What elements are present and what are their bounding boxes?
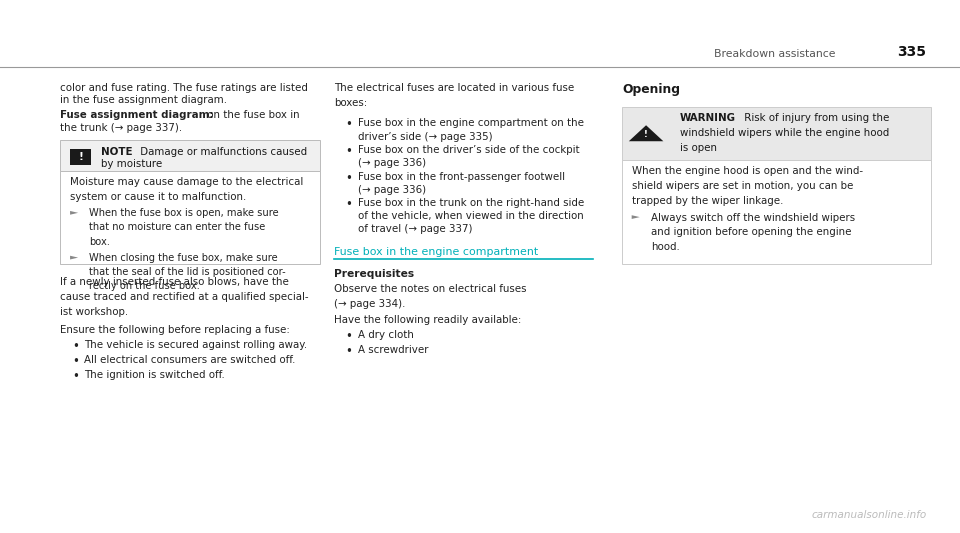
- Text: Prerequisites: Prerequisites: [334, 269, 414, 279]
- Text: box.: box.: [89, 237, 110, 247]
- Text: Observe the notes on electrical fuses: Observe the notes on electrical fuses: [334, 284, 527, 294]
- Text: 335: 335: [898, 45, 926, 59]
- Text: Fuse assignment diagram:: Fuse assignment diagram:: [60, 110, 214, 120]
- Text: windshield wipers while the engine hood: windshield wipers while the engine hood: [680, 128, 889, 138]
- Text: •: •: [346, 118, 352, 132]
- Text: (→ page 336): (→ page 336): [358, 158, 426, 168]
- Text: •: •: [346, 345, 352, 358]
- Text: that the seal of the lid is positioned cor-: that the seal of the lid is positioned c…: [89, 267, 286, 277]
- Text: Risk of injury from using the: Risk of injury from using the: [741, 113, 890, 123]
- Text: driver’s side (→ page 335): driver’s side (→ page 335): [358, 132, 492, 142]
- FancyBboxPatch shape: [60, 140, 320, 171]
- Text: Ensure the following before replacing a fuse:: Ensure the following before replacing a …: [60, 325, 290, 335]
- Text: The ignition is switched off.: The ignition is switched off.: [84, 370, 226, 379]
- Text: Breakdown assistance: Breakdown assistance: [713, 49, 835, 59]
- Text: When the fuse box is open, make sure: When the fuse box is open, make sure: [89, 208, 279, 219]
- Text: system or cause it to malfunction.: system or cause it to malfunction.: [70, 192, 247, 202]
- Text: !: !: [78, 152, 84, 162]
- Text: When closing the fuse box, make sure: When closing the fuse box, make sure: [89, 253, 277, 263]
- Text: •: •: [346, 330, 352, 343]
- Text: When the engine hood is open and the wind-: When the engine hood is open and the win…: [632, 166, 863, 176]
- Text: NOTE: NOTE: [101, 147, 132, 157]
- Polygon shape: [70, 211, 78, 215]
- FancyBboxPatch shape: [622, 107, 931, 160]
- Text: cause traced and rectified at a qualified special-: cause traced and rectified at a qualifie…: [60, 292, 309, 302]
- Polygon shape: [70, 256, 78, 260]
- Text: •: •: [72, 370, 79, 383]
- Text: the trunk (→ page 337).: the trunk (→ page 337).: [60, 123, 182, 133]
- Text: •: •: [72, 340, 79, 353]
- Text: If a newly inserted fuse also blows, have the: If a newly inserted fuse also blows, hav…: [60, 277, 289, 287]
- Text: Opening: Opening: [622, 83, 680, 95]
- Text: •: •: [346, 198, 352, 211]
- Text: Fuse box in the trunk on the right-hand side: Fuse box in the trunk on the right-hand …: [358, 198, 585, 208]
- Text: that no moisture can enter the fuse: that no moisture can enter the fuse: [89, 222, 266, 232]
- Text: of the vehicle, when viewed in the direction: of the vehicle, when viewed in the direc…: [358, 211, 584, 221]
- FancyBboxPatch shape: [622, 160, 931, 264]
- Text: on the fuse box in: on the fuse box in: [204, 110, 300, 120]
- Text: Fuse box in the front-passenger footwell: Fuse box in the front-passenger footwell: [358, 172, 565, 182]
- Text: •: •: [346, 172, 352, 184]
- Text: in the fuse assignment diagram.: in the fuse assignment diagram.: [60, 95, 228, 106]
- Text: Moisture may cause damage to the electrical: Moisture may cause damage to the electri…: [70, 177, 303, 187]
- Text: Have the following readily available:: Have the following readily available:: [334, 316, 521, 326]
- Text: carmanualsonline.info: carmanualsonline.info: [811, 510, 926, 520]
- Text: trapped by the wiper linkage.: trapped by the wiper linkage.: [632, 196, 783, 206]
- Text: is open: is open: [680, 143, 717, 153]
- Text: (→ page 336): (→ page 336): [358, 185, 426, 195]
- Text: shield wipers are set in motion, you can be: shield wipers are set in motion, you can…: [632, 181, 853, 191]
- FancyBboxPatch shape: [70, 149, 91, 165]
- Text: All electrical consumers are switched off.: All electrical consumers are switched of…: [84, 355, 296, 365]
- Text: ist workshop.: ist workshop.: [60, 307, 129, 317]
- Text: The electrical fuses are located in various fuse: The electrical fuses are located in vari…: [334, 83, 574, 93]
- Text: color and fuse rating. The fuse ratings are listed: color and fuse rating. The fuse ratings …: [60, 83, 308, 93]
- Text: Fuse box on the driver’s side of the cockpit: Fuse box on the driver’s side of the coc…: [358, 145, 580, 155]
- Text: WARNING: WARNING: [680, 113, 735, 123]
- Text: A screwdriver: A screwdriver: [358, 345, 428, 356]
- Text: boxes:: boxes:: [334, 98, 368, 108]
- Text: Always switch off the windshield wipers: Always switch off the windshield wipers: [651, 213, 855, 223]
- Text: rectly on the fuse box.: rectly on the fuse box.: [89, 281, 200, 292]
- Polygon shape: [632, 215, 639, 219]
- Text: Damage or malfunctions caused: Damage or malfunctions caused: [137, 147, 307, 157]
- Text: by moisture: by moisture: [101, 159, 162, 169]
- Polygon shape: [629, 125, 663, 141]
- Text: (→ page 334).: (→ page 334).: [334, 299, 405, 309]
- Text: •: •: [346, 145, 352, 158]
- Text: hood.: hood.: [651, 243, 680, 253]
- Text: and ignition before opening the engine: and ignition before opening the engine: [651, 228, 852, 238]
- Text: The vehicle is secured against rolling away.: The vehicle is secured against rolling a…: [84, 340, 307, 350]
- Text: Fuse box in the engine compartment: Fuse box in the engine compartment: [334, 247, 539, 257]
- Text: •: •: [72, 355, 79, 368]
- Text: of travel (→ page 337): of travel (→ page 337): [358, 224, 472, 235]
- Text: A dry cloth: A dry cloth: [358, 330, 414, 341]
- Text: !: !: [644, 130, 648, 139]
- Text: Fuse box in the engine compartment on the: Fuse box in the engine compartment on th…: [358, 118, 584, 128]
- FancyBboxPatch shape: [60, 171, 320, 264]
